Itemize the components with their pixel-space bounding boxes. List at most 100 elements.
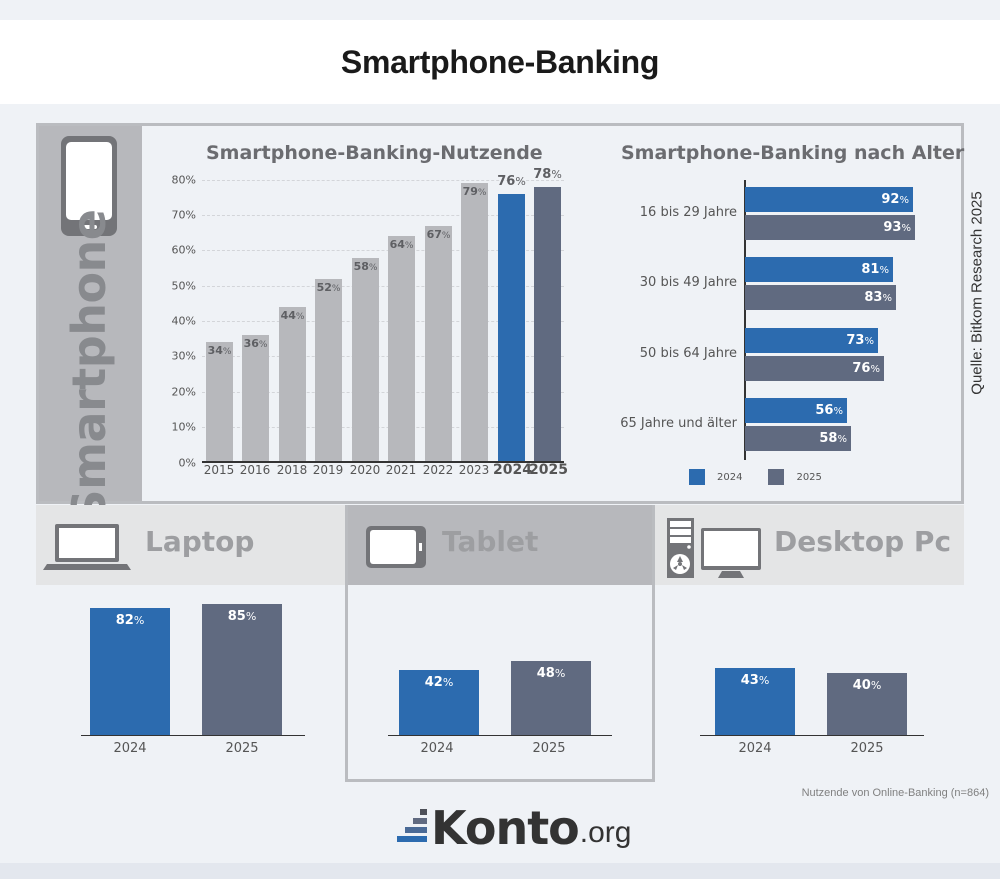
gridline [202, 427, 564, 428]
x-axis-line [202, 461, 564, 463]
desktop-label: Desktop Pc [774, 525, 952, 558]
x-tick: 2024 [493, 462, 532, 478]
gridline [202, 250, 564, 251]
logo-tld: .org [579, 816, 632, 849]
logo-stairs-icon [395, 809, 427, 851]
y-tick: 0% [178, 456, 196, 470]
bar-2023: 79% [461, 183, 488, 462]
bar-2021: 64% [388, 236, 415, 462]
bar-16-29-2025: 93% [745, 215, 915, 240]
gridline [202, 215, 564, 216]
legend-swatch [689, 469, 705, 485]
x-axis-line [81, 735, 305, 736]
legend-swatch [768, 469, 785, 485]
konto-org-logo: Konto .org [395, 805, 631, 851]
y-tick: 60% [171, 243, 196, 257]
x-tick: 2023 [458, 463, 490, 477]
x-tick: 2021 [385, 463, 417, 477]
x-tick: 2025 [225, 741, 259, 756]
title-band: Smartphone-Banking [0, 20, 1000, 104]
gridline [202, 180, 564, 181]
sample-footnote: Nutzende von Online-Banking (n=864) [801, 787, 989, 799]
y-tick: 70% [171, 208, 196, 222]
x-tick: 2025 [532, 741, 566, 756]
tablet-icon [366, 526, 426, 568]
x-tick: 2019 [312, 463, 344, 477]
tablet-bar-2024: 42% [399, 670, 479, 735]
bar-65plus-2024: 56% [745, 398, 847, 423]
tablet-header: Tablet [348, 505, 652, 585]
gridline [202, 286, 564, 287]
laptop-bar-2025: 85% [202, 604, 282, 735]
bar-65plus-2025: 58% [745, 426, 851, 451]
age-bar-chart: 16 bis 29 Jahre 92% 93% 30 bis 49 Jahre … [600, 180, 930, 490]
bar-30-49-2024: 81% [745, 257, 893, 282]
x-tick: 2020 [349, 463, 381, 477]
bar-2019: 52% [315, 279, 342, 462]
chart-title-nutzende: Smartphone-Banking-Nutzende [206, 142, 543, 164]
smartphone-sidebar: Smartphone [39, 126, 142, 523]
bar-50-64-2025: 76% [745, 356, 884, 381]
y-tick: 40% [171, 314, 196, 328]
y-tick: 30% [171, 349, 196, 363]
gridline [202, 392, 564, 393]
x-axis-line [700, 735, 924, 736]
bar-50-64-2024: 73% [745, 328, 878, 353]
y-tick: 10% [171, 420, 196, 434]
laptop-label: Laptop [145, 525, 255, 558]
legend: 2024 2025 [689, 469, 848, 485]
bar-2025: 78% [533, 167, 562, 462]
laptop-chart: 82% 85% 2024 2025 [39, 585, 342, 779]
desktop-bar-2024: 43% [715, 668, 795, 735]
x-tick: 2024 [738, 741, 772, 756]
smartphone-label: Smartphone [62, 209, 116, 523]
category-label: 65 Jahre und älter [620, 416, 737, 431]
laptop-header: Laptop [36, 505, 345, 585]
tablet-label: Tablet [442, 525, 539, 558]
bar-16-29-2024: 92% [745, 187, 913, 212]
gridline [202, 356, 564, 357]
bar-2020: 58% [352, 258, 379, 462]
category-label: 50 bis 64 Jahre [639, 346, 737, 361]
bar-2016: 36% [242, 335, 269, 462]
laptop-panel: Laptop 82% 85% 2024 2025 [36, 505, 345, 782]
x-tick: 2022 [422, 463, 454, 477]
y-tick: 20% [171, 385, 196, 399]
x-tick: 2016 [239, 463, 271, 477]
x-tick: 2018 [276, 463, 308, 477]
laptop-bar-2024: 82% [90, 608, 170, 735]
y-tick: 50% [171, 279, 196, 293]
x-tick: 2015 [203, 463, 235, 477]
category-label: 16 bis 29 Jahre [639, 205, 737, 220]
x-tick: 2025 [850, 741, 884, 756]
page-title: Smartphone-Banking [340, 43, 660, 80]
source-label: Quelle: Bitkom Research 2025 [968, 191, 986, 395]
tablet-panel: Tablet 42% 48% 2024 2025 [345, 505, 655, 782]
chart-title-alter: Smartphone-Banking nach Alter [621, 142, 965, 164]
bar-2024: 76% [497, 174, 526, 462]
bar-2015: 34% [206, 342, 233, 462]
bottom-strip [0, 863, 1000, 879]
category-label: 30 bis 49 Jahre [639, 275, 737, 290]
x-tick: 2024 [420, 741, 454, 756]
legend-item-2025: 2025 [768, 469, 822, 485]
users-bar-chart: 80% 70% 60% 50% 40% 30% 20% 10% 0% 34% 3… [140, 167, 570, 492]
y-tick: 80% [171, 173, 196, 187]
smartphone-icon [61, 136, 117, 236]
x-axis-line [388, 735, 612, 736]
x-tick: 2024 [113, 741, 147, 756]
desktop-pc-icon [667, 518, 761, 578]
desktop-bar-2025: 40% [827, 673, 907, 735]
x-tick: 2025 [529, 462, 568, 478]
laptop-icon [43, 524, 131, 570]
gridline [202, 321, 564, 322]
y-axis-line [744, 180, 746, 460]
desktop-chart: 43% 40% 2024 2025 [658, 585, 961, 779]
tablet-bar-2025: 48% [511, 661, 591, 735]
bar-2022: 67% [425, 226, 452, 462]
bar-30-49-2025: 83% [745, 285, 896, 310]
bar-2018: 44% [279, 307, 306, 462]
tablet-chart: 42% 48% 2024 2025 [348, 585, 652, 779]
legend-item-2024: 2024 [689, 469, 742, 485]
desktop-panel: Desktop Pc 43% 40% 2024 2025 [655, 505, 964, 782]
